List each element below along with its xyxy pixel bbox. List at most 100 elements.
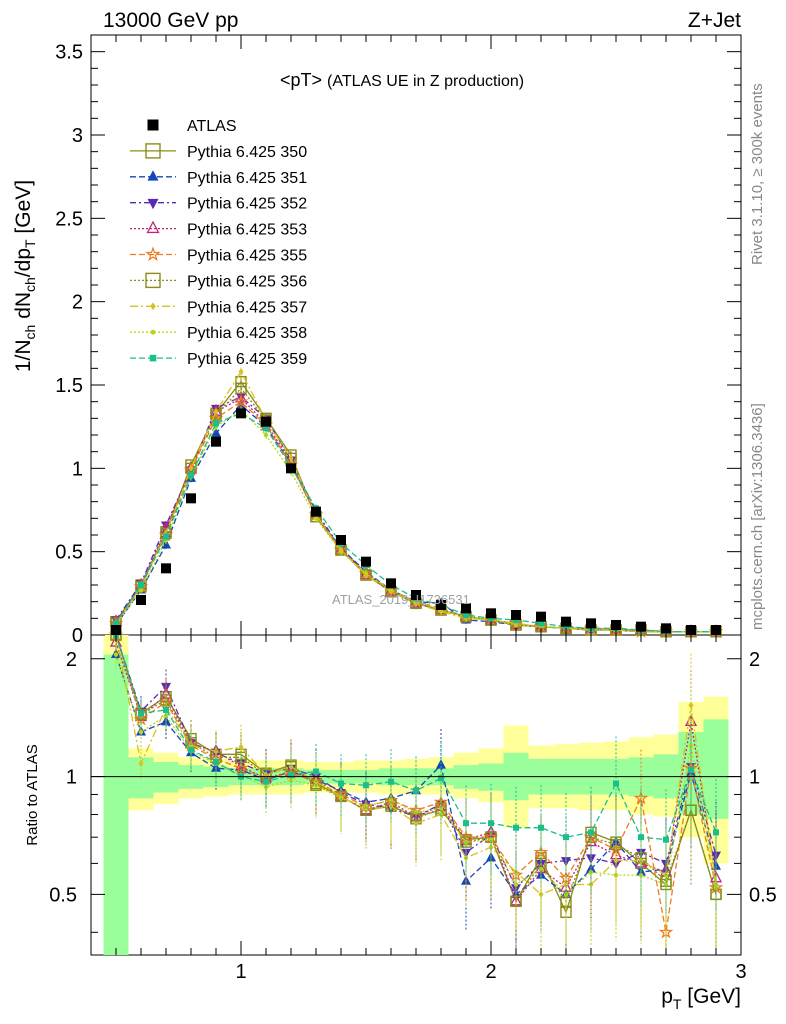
atlas-point [636, 621, 646, 632]
main-series-point [138, 582, 144, 588]
atlas-point [511, 610, 521, 620]
ratio-series-point [538, 890, 544, 898]
ratio-series-point [563, 834, 569, 841]
ratio-series-point [488, 820, 494, 827]
ratio-series-point [538, 866, 544, 872]
mcplots-label: mcplots.cern.ch [arXiv:1306.3436] [749, 403, 766, 630]
main-series-point [213, 408, 219, 416]
main-y-tick-label: 3 [72, 125, 83, 147]
ratio-series-point [563, 880, 569, 888]
legend-marker [147, 170, 159, 181]
ratio-series-point [663, 882, 669, 887]
legend-marker [145, 246, 161, 262]
ratio-series-point [113, 652, 119, 657]
plot-title-sub: (ATLAS UE in Z production) [327, 73, 524, 90]
ratio-y-axis-title: Ratio to ATLAS [24, 744, 41, 845]
ratio-series-point [438, 775, 444, 782]
main-series-point [288, 454, 294, 462]
x-tick-label: 3 [735, 961, 746, 983]
ratio-series-point [413, 810, 419, 815]
green-band-bin [478, 763, 504, 791]
legend-label: Pythia 6.425 357 [187, 299, 307, 316]
main-series-point [338, 549, 344, 554]
ratio-series-point [463, 820, 469, 827]
atlas-point [586, 618, 596, 629]
atlas-point [561, 616, 571, 627]
x-tick-label: 1 [235, 961, 246, 983]
ratio-y-tick-label-right: 0.5 [749, 884, 777, 906]
ratio-series-point [188, 746, 194, 753]
ratio-series-point [388, 778, 394, 785]
legend-marker [147, 119, 159, 131]
main-series-point [313, 516, 319, 521]
ratio-series-point [688, 743, 694, 748]
legend-marker [147, 198, 159, 210]
ratio-series-point [413, 787, 419, 794]
main-series-point [113, 620, 119, 627]
green-band-bin [153, 761, 179, 793]
atlas-point [161, 563, 171, 574]
main-y-tick-label: 2.5 [55, 208, 83, 230]
legend-marker [145, 272, 161, 289]
atlas-point [336, 535, 346, 545]
main-series-point [188, 472, 194, 478]
ratio-series-point [138, 710, 144, 717]
ratio-series-point [238, 743, 244, 751]
main-y-axis-title: 1/Nch dNch/dpT [GeV] [12, 180, 38, 372]
legend-marker [150, 329, 156, 335]
legend-label: Pythia 6.425 350 [187, 144, 307, 161]
ratio-series-point [288, 777, 294, 783]
main-y-tick-label: 1 [72, 458, 83, 480]
atlas-point [536, 611, 546, 622]
legend-label: Pythia 6.425 351 [187, 170, 307, 187]
ratio-series-point [138, 759, 144, 767]
energy-label: 13000 GeV pp [103, 9, 238, 32]
ratio-series-point [613, 780, 619, 787]
main-series-point [213, 420, 219, 427]
atlas-point [361, 556, 371, 567]
main-series-point [463, 612, 469, 618]
ratio-series-point [213, 758, 219, 765]
legend-label: Pythia 6.425 359 [187, 351, 307, 368]
green-band-bin [103, 654, 129, 955]
main-y-tick-label: 0 [72, 625, 83, 647]
main-series-point [211, 427, 221, 437]
ratio-series-point [688, 766, 694, 773]
ratio-series-point [313, 768, 319, 775]
main-series-point [235, 382, 247, 395]
ratio-series-point [363, 782, 369, 789]
ratio-series-point [163, 713, 169, 719]
atlas-point [386, 578, 396, 589]
ratio-series-point [488, 837, 494, 842]
main-series-point [263, 425, 269, 432]
atlas-point [311, 506, 321, 517]
main-series-point [388, 587, 394, 593]
ratio-series-point [388, 797, 394, 803]
ratio-y-tick-label: 2 [66, 649, 77, 671]
ratio-series-point [713, 829, 719, 836]
atlas-point [211, 436, 221, 447]
ratio-series-point [688, 701, 694, 709]
atlas-point [486, 608, 496, 619]
legend-marker [149, 354, 157, 362]
atlas-point [136, 595, 146, 605]
plot-title-main: <pT> [280, 70, 322, 90]
ratio-series-point [538, 824, 544, 831]
legend: ATLAS Pythia 6.425 350 Pythia 6.425 351 Pyt… [130, 118, 307, 368]
main-series-point [538, 620, 544, 627]
legend-marker [145, 143, 161, 159]
ratio-series-point [338, 780, 344, 787]
ratio-y-tick-label: 0.5 [49, 884, 77, 906]
main-series-point [238, 368, 244, 376]
ratio-series-point [288, 771, 294, 778]
rivet-label: Rivet 3.1.10, ≥ 300k events [749, 83, 766, 265]
legend-label: Pythia 6.425 355 [187, 248, 307, 265]
ratio-series-point [138, 729, 144, 735]
atlas-point [286, 463, 296, 474]
atlas-point [261, 416, 271, 427]
tick-labels: 0 0.5 1 1.5 2 2.5 3 3.5 1 2 3 0.5 0.5 1 1 2 2 [49, 42, 777, 983]
legend-label: Pythia 6.425 352 [187, 196, 307, 213]
atlas-point [186, 493, 196, 504]
main-y-tick-label: 1.5 [55, 375, 83, 397]
